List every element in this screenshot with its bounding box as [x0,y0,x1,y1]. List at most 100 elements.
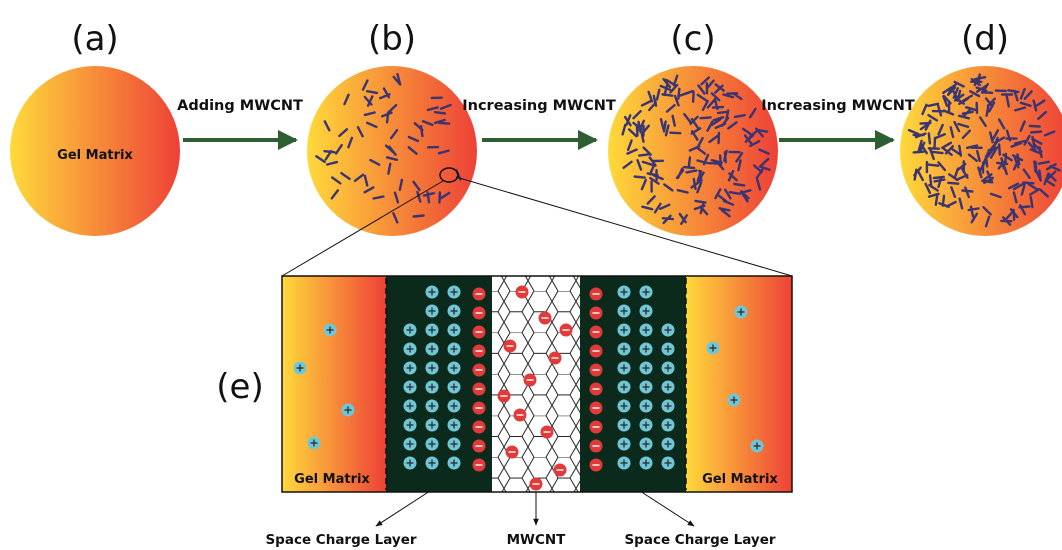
nanotube-dash [711,105,725,109]
nanotube-dash [392,211,399,224]
nanotube-dash [912,150,925,154]
nanotube-dash [363,174,369,187]
nanotube-dash [748,107,757,119]
nanotube-dash [1018,205,1031,209]
nanotube-dash [632,109,642,120]
nanotube-dash [753,164,763,174]
nanotube-dash [720,208,731,218]
cation-plus [661,323,675,337]
nanotube-dash [962,94,974,102]
nanotube-dash [1002,153,1013,162]
nanotube-dash [387,103,398,114]
nanotube-dash [699,116,712,120]
zoom-region-circle [439,167,459,183]
nanotube-dash [691,90,695,103]
nanotube-dash [627,128,638,138]
nanotube-dash [1022,168,1031,180]
nanotube-dash [710,118,722,127]
pointer-space-charge-right [639,490,695,527]
nanotube-dash [389,128,399,140]
nanotube-dash [633,175,646,179]
nanotube-dash [439,191,451,200]
nanotube-dash [907,128,920,136]
nanotube-dash [363,111,376,117]
cation-plus [661,437,675,451]
anion-minus [589,458,603,472]
nanotube-dash [621,123,627,136]
nanotube-dash [659,203,671,211]
nanotube-dash [638,153,651,157]
nanotube-dash [343,93,350,106]
nanotube-dash [758,165,771,172]
cation-plus [617,399,631,413]
nanotube-dash [398,178,404,191]
nanotube-dash [315,155,326,164]
cation-plus [661,361,675,375]
gel-matrix-label-left: Gel Matrix [294,472,370,487]
nanotube-dash [758,148,770,155]
nanotube-dash [913,166,922,177]
nanotube-dash [437,149,450,155]
cation-plus [425,304,439,318]
nanotube-dash [1047,172,1057,182]
cation-plus [639,304,653,318]
anion-minus [503,339,517,353]
nanotube-dash [648,163,656,176]
mwcnt-tubes-b [315,72,462,224]
nanotube-dash [744,133,755,143]
nanotube-dash [1032,99,1038,112]
nanotube-dash [640,99,653,107]
nanotube-dash [950,147,962,156]
nanotube-dash [696,93,708,102]
nanotube-dash [914,132,927,139]
nanotube-dash [953,167,960,180]
nanotube-dash [1038,169,1042,182]
nanotube-dash [984,155,989,168]
cation-plus [639,323,653,337]
nanotube-dash [676,188,689,194]
cation-plus [293,361,307,375]
nanotube-dash [701,99,709,112]
nanotube-dash [665,103,676,113]
anion-minus [472,363,486,377]
cation-plus [403,418,417,432]
cation-plus [447,304,461,318]
nanotube-dash [697,84,706,95]
arrow-label-increasing-mwcnt-1: Increasing MWCNT [462,98,616,114]
cation-plus [639,418,653,432]
nanotube-dash [416,190,422,203]
nanotube-dash [969,205,975,218]
nanotube-dash [338,128,349,138]
nanotube-dash [982,206,992,216]
anion-minus [472,458,486,472]
anion-minus [513,408,527,422]
nanotube-dash [714,84,724,94]
gel-matrix-sphere-a [10,66,180,236]
anion-minus [559,323,573,337]
nanotube-dash [989,192,1002,199]
anion-minus [497,389,511,403]
nanotube-dash [698,169,703,182]
nanotube-dash [717,194,728,203]
nanotube-dash [323,120,331,132]
label-space-charge-layer-left: Space Charge Layer [265,532,416,548]
nanotube-dash [347,136,354,149]
cation-plus [639,437,653,451]
nanotube-dash [677,87,681,100]
nanotube-dash [673,94,680,107]
cation-plus [425,437,439,451]
cation-plus [639,399,653,413]
nanotube-dash [958,144,963,157]
nanotube-dash [989,131,994,144]
nanotube-dash [756,178,762,191]
nanotube-dash [396,72,402,86]
cation-plus [403,437,417,451]
nanotube-dash [1013,89,1019,102]
cation-plus [425,399,439,413]
nanotube-dash [1031,135,1036,149]
nanotube-dash [433,118,446,125]
nanotube-dash [947,181,960,185]
nanotube-dash [937,104,943,117]
anion-minus [523,373,537,387]
nanotube-dash [981,82,989,94]
